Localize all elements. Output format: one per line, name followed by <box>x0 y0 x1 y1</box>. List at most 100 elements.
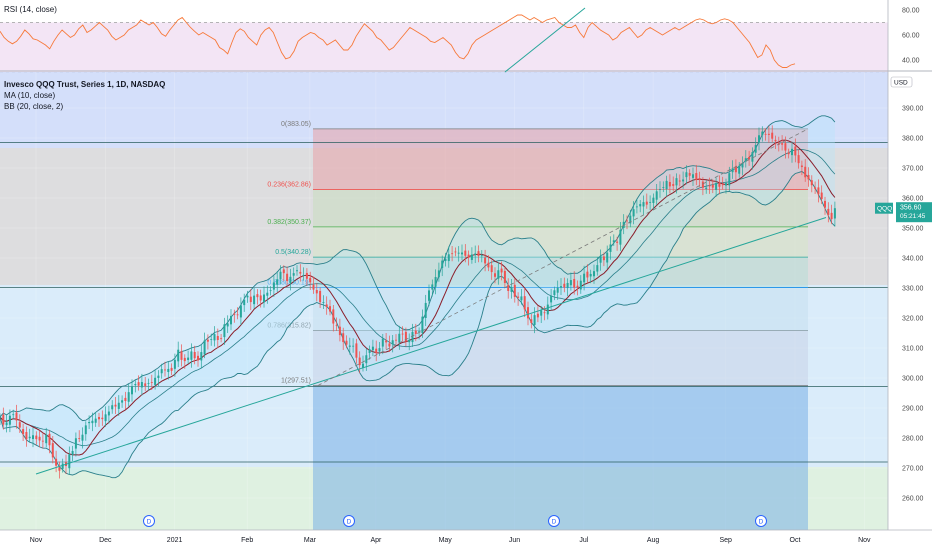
candle-body <box>817 187 820 195</box>
candle-body <box>800 165 803 168</box>
candle-body <box>220 338 223 340</box>
candle-body <box>22 429 25 435</box>
candle-body <box>675 178 678 186</box>
candle-body <box>381 338 384 347</box>
candle-body <box>771 132 774 139</box>
candle-body <box>523 296 526 310</box>
last-price-box <box>896 202 932 223</box>
dividend-marker-icon <box>755 515 767 527</box>
candle-body <box>784 143 787 151</box>
x-tick-label-0: Nov <box>30 537 43 544</box>
fib-label-6: 1(297.51) <box>281 377 311 384</box>
bb-fill <box>0 115 835 478</box>
candle-body <box>5 422 8 426</box>
candle-body <box>121 400 124 403</box>
candle-body <box>226 323 229 327</box>
candle-body <box>461 252 463 255</box>
candle-body <box>830 212 833 220</box>
candle-body <box>632 209 635 217</box>
last-price: 356.60 <box>900 205 922 212</box>
x-tick-label-12: Nov <box>858 537 871 544</box>
rsi-tick-label-2: 40.00 <box>902 58 920 65</box>
fib-zone-1 <box>313 189 808 227</box>
candle-body <box>325 304 328 307</box>
candle-body <box>35 435 38 440</box>
candle-body <box>266 292 269 296</box>
candle-body <box>8 415 11 425</box>
candle-body <box>507 285 510 291</box>
candle-body <box>490 265 493 273</box>
usd-badge: USD <box>894 80 908 87</box>
candle-body <box>352 345 355 347</box>
candle-body <box>546 304 549 315</box>
candle-body <box>418 331 421 333</box>
x-tick-label-7: Jun <box>509 537 520 544</box>
candle-body <box>520 296 523 301</box>
candle-body <box>74 438 77 449</box>
candle-body <box>447 254 450 262</box>
candle-body <box>170 367 173 371</box>
candle-body <box>230 315 232 325</box>
candle-body <box>642 202 645 207</box>
candle-body <box>477 251 480 257</box>
candle-body <box>665 180 668 190</box>
candle-body <box>758 135 760 143</box>
candle-body <box>345 340 348 345</box>
candle-body <box>362 363 364 368</box>
candle-body <box>173 359 176 369</box>
candle-body <box>434 277 437 287</box>
x-tick-label-1: Dec <box>99 537 112 544</box>
candle-body <box>698 178 701 180</box>
candle-body <box>348 345 351 347</box>
candle-body <box>474 253 477 256</box>
candle-body <box>302 274 305 276</box>
candle-body <box>68 454 71 469</box>
candle-body <box>424 302 427 318</box>
candle-body <box>236 314 239 316</box>
candle-body <box>239 305 242 318</box>
candle-body <box>560 286 562 288</box>
candle-body <box>814 187 817 189</box>
candle-body <box>612 240 615 243</box>
candle-body <box>457 252 460 254</box>
candle-body <box>395 339 397 341</box>
candle-body <box>536 313 539 318</box>
candle-body <box>596 265 599 272</box>
candle-body <box>530 319 533 323</box>
candle-body <box>579 280 582 290</box>
candle-body <box>738 165 741 174</box>
price-tick-label-8: 310.00 <box>902 346 924 353</box>
candle-body <box>441 260 444 268</box>
candle-body <box>164 369 166 371</box>
candle-body <box>602 256 605 261</box>
candle-body <box>18 422 21 428</box>
candle-body <box>721 184 724 186</box>
candle-body <box>540 310 543 316</box>
candle-body <box>335 324 338 326</box>
candle-body <box>371 346 374 351</box>
candle-body <box>583 273 586 283</box>
price-tick-label-7: 320.00 <box>902 316 924 323</box>
candle-body <box>358 357 361 366</box>
candle-body <box>401 333 404 335</box>
candle-body <box>685 172 688 178</box>
candle-body <box>731 168 734 173</box>
candle-body <box>398 333 401 343</box>
candle-body <box>797 155 800 164</box>
candle-body <box>494 273 496 277</box>
candle-body <box>503 270 506 283</box>
time-axis-bg <box>0 530 932 550</box>
candle-body <box>467 254 470 258</box>
candle-body <box>187 357 190 360</box>
rsi-tick-label-0: 80.00 <box>902 8 920 15</box>
candle-body <box>213 334 216 341</box>
candle-body <box>193 351 196 359</box>
bb-label: BB (20, close, 2) <box>4 102 64 111</box>
ticker-tag: QQQ <box>877 206 892 213</box>
candle-body <box>543 312 546 314</box>
candle-body <box>246 295 249 298</box>
bb-upper <box>0 115 836 422</box>
candle-body <box>791 148 793 156</box>
candle-body <box>428 290 430 301</box>
